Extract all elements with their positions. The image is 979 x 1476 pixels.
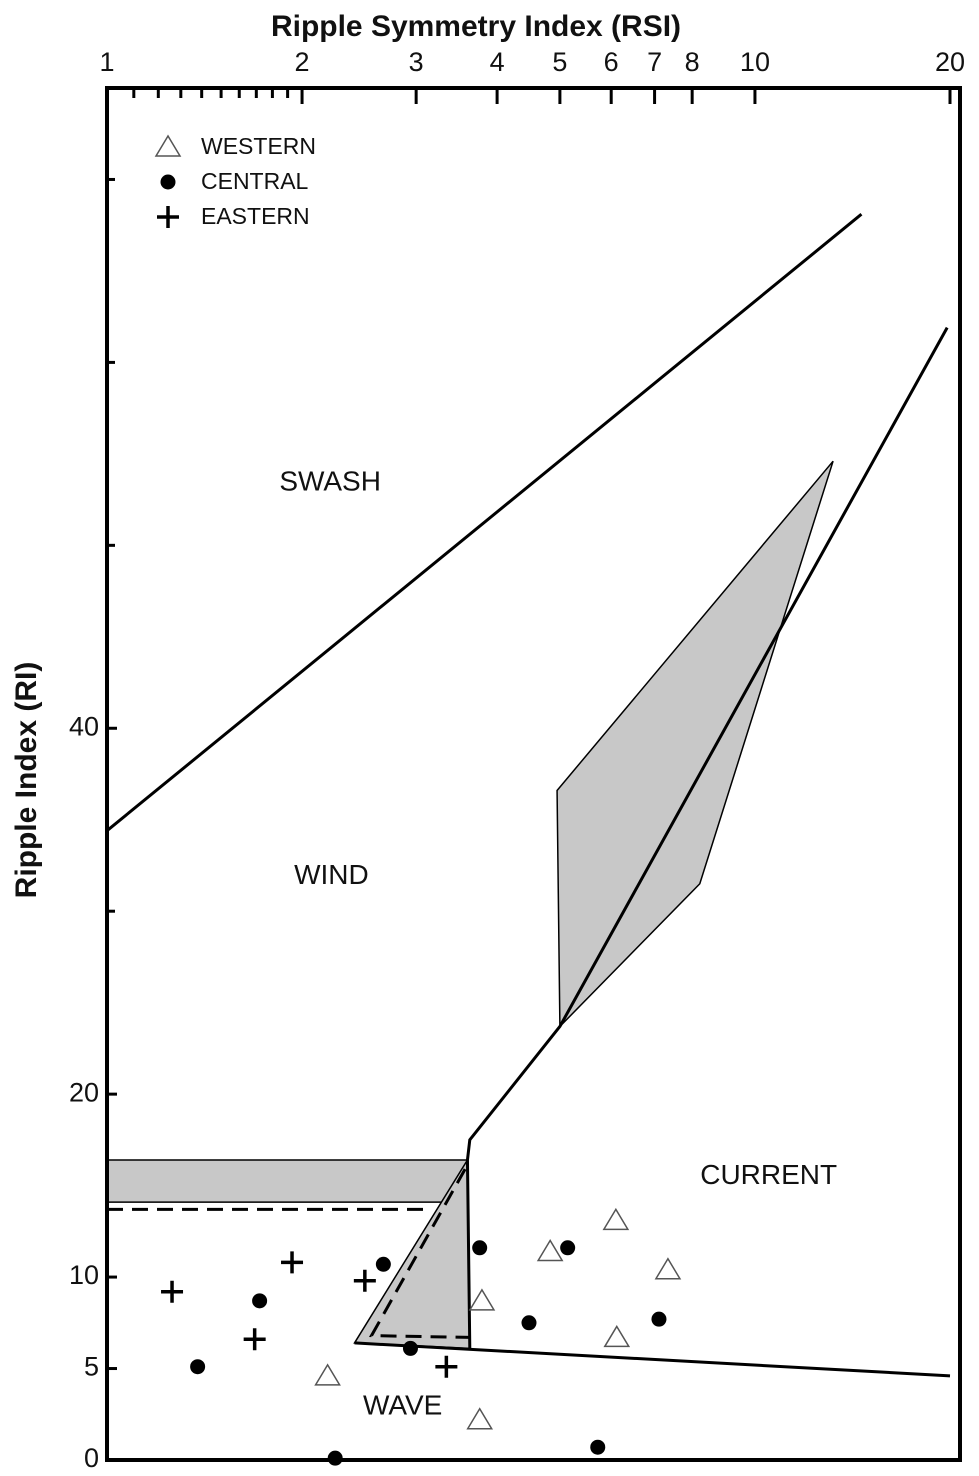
legend-label: WESTERN [201,133,316,159]
plus-marker [435,1355,458,1378]
dot-marker [375,1256,391,1272]
y-axis-title: Ripple Index (RI) [10,662,43,899]
legend-label: CENTRAL [201,168,309,194]
dot-marker [560,1240,576,1256]
x-tick-label: 6 [604,47,619,77]
dot-marker [160,174,176,190]
dot-marker [402,1340,418,1356]
x-tick-label: 5 [552,47,567,77]
boundary-line [106,213,863,832]
dot-marker [521,1315,537,1331]
region-label: CURRENT [700,1159,837,1190]
y-tick-label: 10 [69,1260,99,1290]
x-tick-label: 4 [490,47,505,77]
region-fill [556,460,834,1029]
region-label: WIND [294,859,369,890]
x-tick-label: 7 [647,47,662,77]
region-label: WAVE [363,1389,442,1420]
dot-marker [472,1240,488,1256]
dot-marker [651,1311,667,1327]
chart-title: Ripple Symmetry Index (RSI) [271,10,681,43]
x-tick-label: 10 [740,47,770,77]
plus-marker [157,206,179,228]
y-tick-label: 5 [84,1352,99,1382]
dot-marker [590,1439,606,1455]
triangle-marker [536,1238,564,1262]
x-tick-label: 1 [99,47,114,77]
region-label: SWASH [279,466,381,497]
boundary-line [465,326,949,1349]
triangle-marker [654,1257,682,1280]
dot-marker [252,1293,268,1309]
plus-marker [161,1280,184,1303]
triangle-marker [603,1324,631,1348]
y-tick-label: 0 [84,1443,99,1473]
boundary-line [354,1341,951,1378]
triangle-marker [154,134,182,157]
triangle-marker [602,1207,630,1231]
x-tick-label: 8 [685,47,700,77]
plus-marker [243,1328,266,1351]
dashed-boundary [368,1168,470,1339]
dot-marker [190,1359,206,1375]
triangle-marker [314,1363,341,1386]
x-tick-label: 20 [935,47,965,77]
region-fill [106,1159,469,1203]
plot-frame [105,86,962,1462]
plus-marker [281,1251,304,1274]
x-tick-label: 3 [409,47,424,77]
triangle-marker [468,1288,496,1311]
y-tick-label: 40 [69,711,99,741]
x-tick-label: 2 [295,47,310,77]
legend-label: EASTERN [201,203,310,229]
plus-marker [353,1269,376,1292]
dot-marker [327,1450,343,1466]
triangle-marker [466,1407,494,1430]
y-tick-label: 20 [69,1077,99,1107]
